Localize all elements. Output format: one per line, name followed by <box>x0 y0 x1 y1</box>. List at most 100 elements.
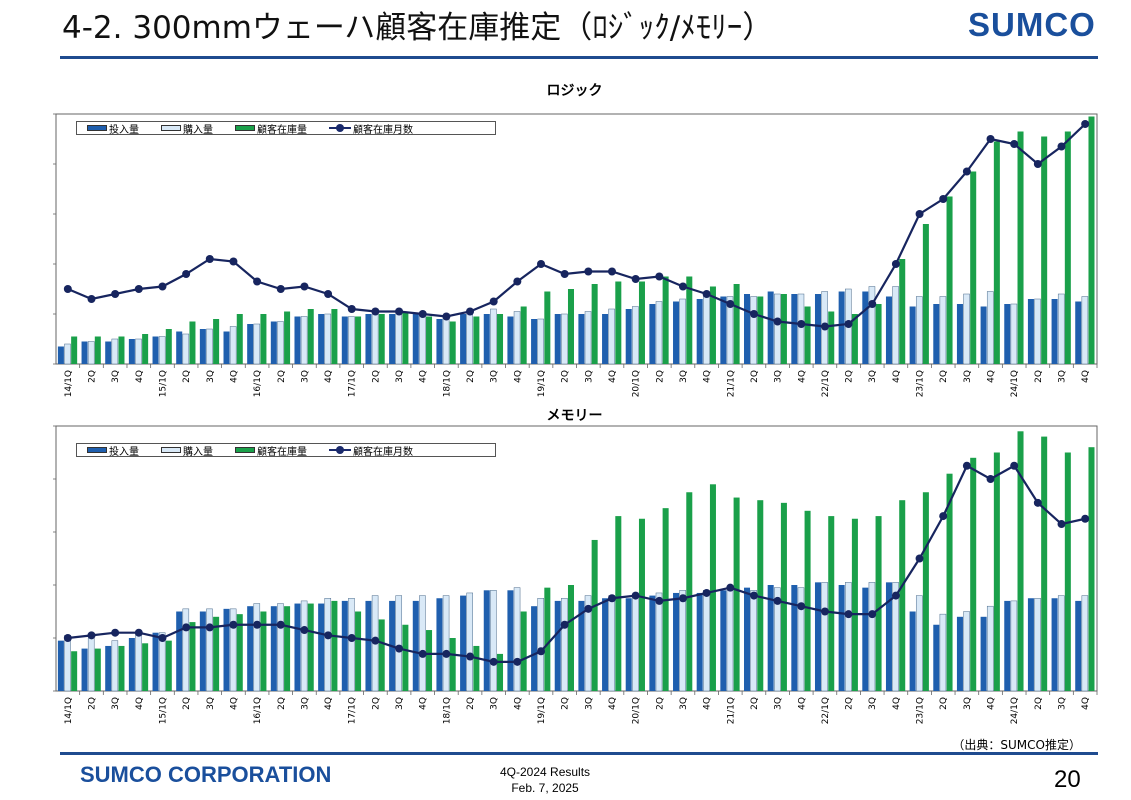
inventory-bar <box>1041 436 1048 691</box>
input-bar <box>152 336 159 364</box>
purchase-bar <box>632 595 639 692</box>
inventory-bar <box>922 224 929 364</box>
x-tick-label: 3Q <box>584 697 594 710</box>
purchase-bar <box>986 291 994 365</box>
purchase-bar <box>466 592 473 692</box>
purchase-bar <box>655 592 663 692</box>
inventory-bar <box>970 457 977 691</box>
input-bar <box>862 291 869 364</box>
inventory-bar <box>118 645 125 691</box>
inventory-bar <box>260 314 267 364</box>
months-point <box>182 270 191 278</box>
inventory-bar <box>851 314 858 364</box>
memory-legend: 投入量 購入量 顧客在庫量 顧客在庫月数 <box>76 443 496 458</box>
months-point <box>1033 160 1042 168</box>
inventory-bar <box>213 319 220 364</box>
inventory-bar <box>1064 131 1071 364</box>
months-point <box>87 295 96 303</box>
legend-purchase: 購入量 <box>161 121 213 136</box>
months-point <box>229 257 238 266</box>
input-bar <box>791 585 798 691</box>
inventory-bar <box>780 294 787 364</box>
legend-inventory: 顧客在庫量 <box>235 443 307 458</box>
inventory-bar <box>402 311 409 364</box>
x-tick-label: 4Q <box>419 697 429 710</box>
logic-chart: 14/1Q 2Q 3Q 4Q 15/1Q 2Q 3Q 4Q 16/1Q 2Q 3Q 4Q 17/1Q 2Q… <box>53 113 1098 397</box>
x-tick-label: 19/1Q <box>537 697 547 724</box>
x-tick-label: 2Q <box>939 697 949 710</box>
months-point <box>63 285 72 293</box>
x-tick-label: 2Q <box>182 370 192 383</box>
months-point <box>371 307 380 316</box>
input-bar <box>602 598 609 691</box>
corporation-name: SUMCO CORPORATION <box>80 762 332 787</box>
months-point <box>939 512 948 521</box>
memory-chart: 14/1Q 2Q 3Q 4Q 15/1Q 2Q 3Q 4Q 16/1Q 2Q 3Q 4Q 17/1Q 2Q… <box>53 425 1098 724</box>
x-tick-label: 23/1Q <box>916 370 926 397</box>
input-bar <box>199 329 206 364</box>
months-point <box>347 305 356 313</box>
input-bar <box>909 611 916 691</box>
x-tick-label: 2Q <box>655 697 665 710</box>
inventory-bar <box>709 286 716 364</box>
months-point <box>158 282 167 291</box>
input-bar <box>412 314 419 364</box>
purchase-bar <box>253 603 261 692</box>
x-tick-label: 2Q <box>561 370 571 383</box>
inventory-bar <box>1088 447 1095 691</box>
input-bar <box>176 611 183 691</box>
inventory-bar <box>733 497 740 691</box>
x-tick-label: 4Q <box>1081 697 1091 710</box>
inventory-bar <box>1017 431 1024 691</box>
inventory-bar <box>993 141 1000 364</box>
months-point <box>844 320 853 328</box>
input-bar <box>128 339 135 364</box>
input-bar <box>744 294 751 364</box>
months-point <box>820 322 829 331</box>
months-point <box>631 591 640 600</box>
input-bar <box>649 595 656 691</box>
input-bar <box>341 600 348 691</box>
months-point <box>560 620 569 629</box>
months-point <box>868 300 877 308</box>
x-tick-label: 3Q <box>584 370 594 383</box>
input-bar <box>199 611 206 691</box>
legend-input: 投入量 <box>87 121 139 136</box>
x-tick-label: 3Q <box>679 697 689 710</box>
purchase-bar <box>206 608 213 692</box>
months-point <box>276 620 285 629</box>
months-point <box>915 554 924 563</box>
months-point <box>300 626 309 635</box>
input-bar <box>152 632 159 691</box>
x-tick-label: 2Q <box>655 370 665 383</box>
x-tick-label: 3Q <box>111 697 121 710</box>
purchase-bar <box>135 635 142 692</box>
x-tick-label: 3Q <box>206 370 216 383</box>
x-tick-label: 2Q <box>87 697 97 710</box>
input-bar <box>128 638 135 691</box>
months-point <box>1033 498 1042 507</box>
inventory-bar <box>922 492 929 691</box>
purchase-bar <box>64 343 71 365</box>
months-point <box>631 275 640 283</box>
input-bar <box>814 294 821 364</box>
x-tick-label: 20/1Q <box>632 370 642 397</box>
input-bar <box>294 316 301 364</box>
x-tick-label: 4Q <box>703 697 713 710</box>
inventory-bar <box>757 296 764 364</box>
x-tick-label: 4Q <box>608 697 618 710</box>
x-tick-label: 4Q <box>229 697 239 710</box>
months-point <box>986 135 995 143</box>
input-bar <box>389 314 396 364</box>
input-bar <box>933 624 940 691</box>
purchase-bar <box>111 338 119 365</box>
months-point <box>607 594 616 603</box>
input-bar <box>602 314 609 364</box>
months-point <box>726 583 735 592</box>
inventory-bar <box>567 585 574 691</box>
months-point <box>749 310 758 318</box>
purchase-bar <box>348 316 355 365</box>
x-tick-label: 2Q <box>466 697 476 710</box>
months-point <box>891 591 900 600</box>
input-bar <box>956 304 963 364</box>
